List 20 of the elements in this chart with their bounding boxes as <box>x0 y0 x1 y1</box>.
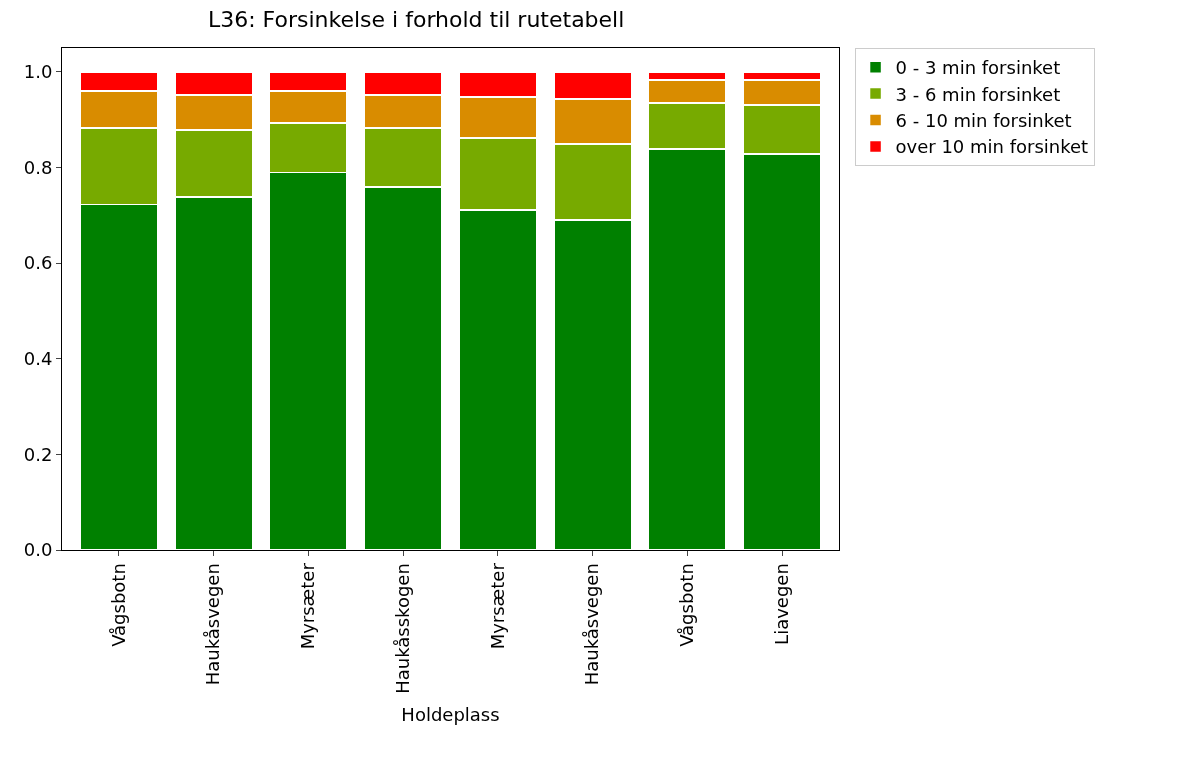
legend-label: over 10 min forsinket <box>895 136 1089 158</box>
legend-label: 0 - 3 min forsinket <box>895 57 1061 79</box>
y-tick-label: 0.0 <box>23 539 53 561</box>
y-tick-label: 0.8 <box>23 156 53 178</box>
x-tick-label: Liavegen <box>771 563 792 645</box>
x-tick-label: Myrsæter <box>486 562 508 650</box>
x-tick-label: Haukåsvegen <box>202 563 224 686</box>
y-tick-label: 0.6 <box>23 252 53 274</box>
x-axis-title: Holdeplass <box>401 703 500 725</box>
x-tick-label: Vågsbotn <box>676 563 698 647</box>
x-tick-label: Vågsbotn <box>107 563 129 647</box>
x-tick-label: Haukåsvegen <box>581 563 603 686</box>
x-tick-label: Haukåsskogen <box>391 563 413 694</box>
y-tick-label: 1.0 <box>23 61 53 83</box>
y-tick-label: 0.2 <box>23 443 53 465</box>
y-tick-label: 0.4 <box>23 348 53 370</box>
legend-label: 3 - 6 min forsinket <box>895 83 1061 105</box>
chart-title: L36: Forsinkelse i forhold til rutetabell <box>207 6 625 32</box>
legend-label: 6 - 10 min forsinket <box>895 110 1072 132</box>
x-tick-label: Myrsæter <box>297 562 319 650</box>
